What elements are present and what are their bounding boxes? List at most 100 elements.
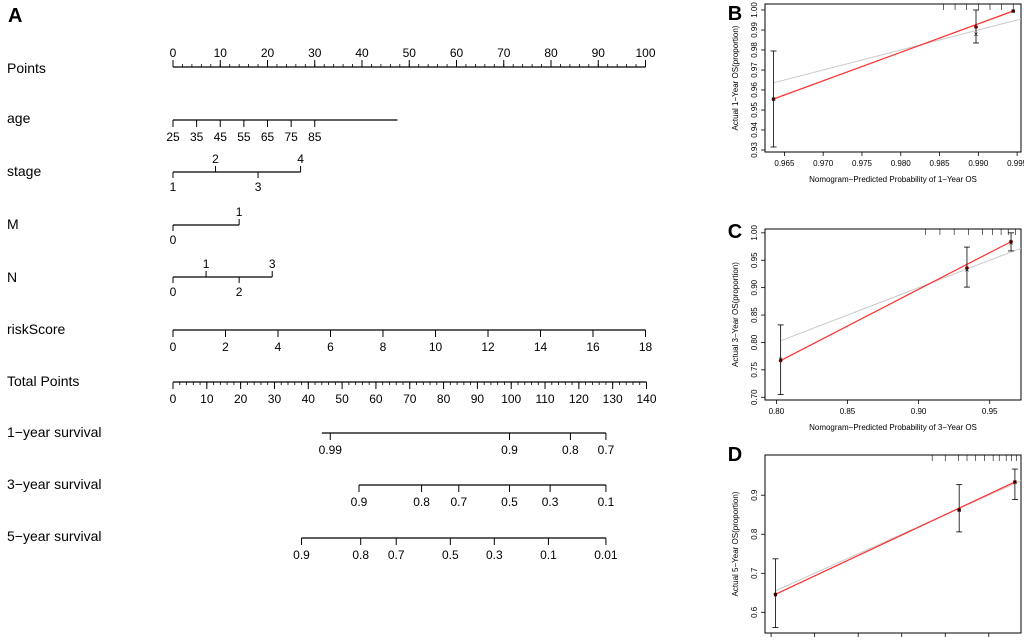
tick-label: 80 [437,392,451,406]
tick-label: 0.8 [352,548,369,562]
tick-label: 12 [481,340,495,354]
tick-label: 4 [275,340,282,354]
tick-label: 0.3 [486,548,503,562]
tick-label: 4 [297,152,304,166]
tick-label: 20 [234,392,248,406]
tick-label: 65 [261,130,275,144]
y-tick-label: 0.8 [750,528,759,540]
y-tick-label: 0.70 [750,389,759,405]
corrected-point: × [957,506,962,515]
tick-label: 0.1 [540,548,557,562]
nomogram-row: M 0 1 [7,205,243,247]
corrected-point: × [965,266,970,275]
y-tick-label: 1.00 [750,225,759,241]
y-axis-label: Actual 1−Year OS(proportion) [731,25,740,130]
ideal-line [773,18,1022,84]
y-axis-label: Actual 5−Year OS(proportion) [731,491,740,596]
plot-frame [764,228,1022,401]
tick-label: 6 [327,340,334,354]
tick-label: 0.9 [351,495,368,509]
tick-label: 3 [269,257,276,271]
corrected-point: × [1013,478,1018,487]
x-axis-label: Nomogram−Predicted Probability of 3−Year… [809,423,977,432]
y-tick-label: 0.80 [750,334,759,350]
tick-label: 60 [369,392,383,406]
tick-label: 90 [471,392,485,406]
tick-label: 1 [203,257,210,271]
nomogram-row: riskScore 0 2 4 6 8 10 12 14 16 18 [7,321,652,354]
corrected-point: × [974,30,979,39]
tick-label: 2 [236,285,243,299]
row-label: 3−year survival [7,476,102,492]
calibration-panel-c: C 0.80 0.85 0.90 0.95 0.70 0.75 0.80 0.85 0.90 0.9… [728,221,1022,432]
row-label: riskScore [7,321,66,337]
tick-label: 100 [635,46,655,60]
tick-label: 0 [170,392,177,406]
x-tick-label: 0.980 [891,159,912,168]
observed-point [1013,480,1017,484]
tick-label: 14 [534,340,548,354]
x-tick-label: 0.95 [982,407,998,416]
row-label: age [7,110,31,126]
observed-point [778,358,783,363]
calibration-line [773,10,1014,100]
tick-label: 0 [170,233,177,247]
corrected-point: × [778,355,783,364]
observed-point [773,592,778,597]
panel-letter: C [728,221,742,243]
panel-letter: A [8,5,22,27]
plot-frame [764,3,1022,153]
tick-label: 0.8 [413,495,430,509]
nomogram-row: N 0 1 2 3 [7,257,276,299]
x-tick-label: 0.970 [813,159,834,168]
row-label: M [7,216,19,232]
tick-label: 50 [335,392,349,406]
tick-label: 70 [497,46,511,60]
nomogram-row: 3−year survival 0.9 0.8 0.7 0.5 0.3 0.1 [7,476,615,509]
x-axis-label: Nomogram−Predicted Probability of 1−Year… [809,175,977,184]
tick-label: 10 [214,46,228,60]
tick-label: 1 [170,180,177,194]
tick-label: 0.5 [501,495,518,509]
x-tick-label: 0.80 [769,407,785,416]
row-label: N [7,269,17,285]
tick-label: 0.7 [388,548,405,562]
ideal-line [775,480,1022,592]
nomogram-row: 1−year survival 0.99 0.9 0.8 0.7 [7,424,615,457]
tick-label: 0 [170,285,177,299]
tick-label: 0 [170,46,177,60]
corrected-point: × [771,95,776,104]
y-tick-label: 0.85 [750,307,759,323]
tick-label: 30 [308,46,322,60]
tick-label: 55 [237,130,251,144]
tick-label: 2 [222,340,229,354]
row-label: 1−year survival [7,424,102,440]
ideal-line [780,247,1022,342]
x-tick-label: 0.975 [852,159,873,168]
tick-label: 60 [450,46,464,60]
tick-label: 70 [403,392,417,406]
tick-label: 10 [200,392,214,406]
y-tick-label: 0.75 [750,362,759,378]
tick-label: 8 [380,340,387,354]
tick-label: 30 [268,392,282,406]
y-tick-label: 0.95 [750,252,759,268]
x-tick-label: 0.995 [1007,159,1024,168]
x-tick-label: 0.90 [911,407,927,416]
tick-label: 1 [236,205,243,219]
nomogram-row: age 25 35 45 55 65 75 85 [7,110,398,144]
tick-label: 0.5 [442,548,459,562]
tick-label: 75 [284,130,298,144]
calibration-panel-b: B 0.965 0.970 0.975 0.980 0.985 0.990 0.995 0.93… [728,2,1024,184]
y-tick-label: 0.99 [750,22,759,38]
tick-label: 40 [302,392,316,406]
y-tick-label: 0.98 [750,42,759,58]
panel-letter: B [728,3,742,25]
tick-label: 0.01 [594,548,618,562]
observed-point [965,266,969,270]
y-tick-label: 0.93 [750,142,759,158]
tick-label: 0.99 [319,443,343,457]
tick-label: 0.7 [450,495,467,509]
